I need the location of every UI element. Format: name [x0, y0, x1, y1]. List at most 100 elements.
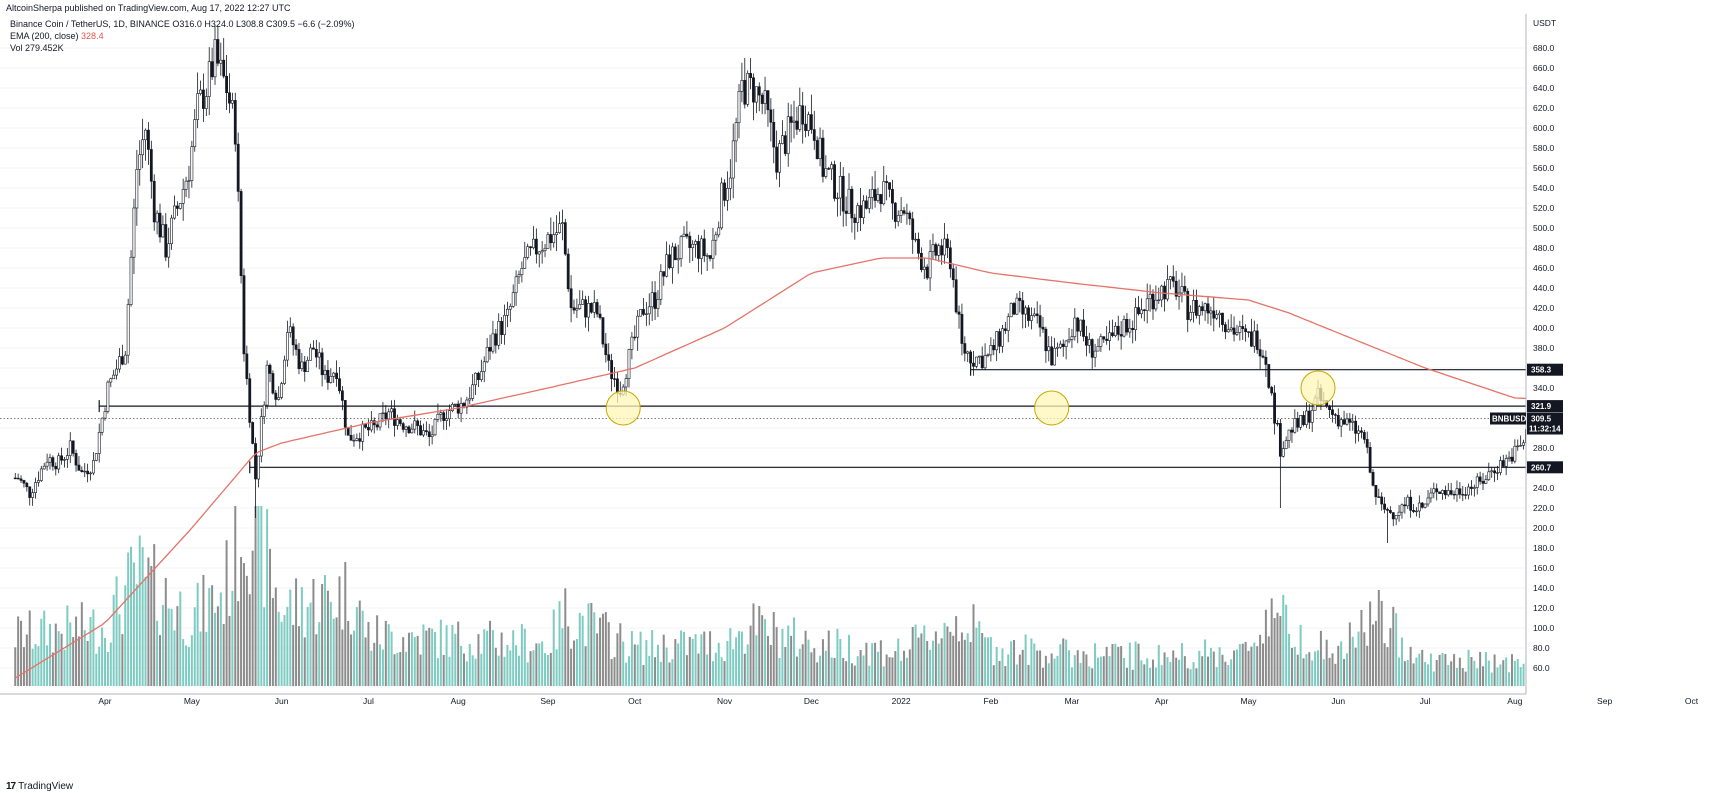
volume-bar — [581, 615, 584, 686]
volume-bar — [306, 606, 309, 686]
volume-bar — [477, 634, 480, 686]
candle — [149, 140, 153, 199]
candle — [456, 400, 460, 419]
candle — [584, 295, 587, 328]
volume-bar — [367, 621, 370, 686]
highlight-circle[interactable] — [605, 390, 641, 426]
time-tick-label: Jul — [1420, 696, 1431, 706]
candle — [1449, 482, 1453, 496]
candle — [642, 297, 645, 316]
volume-bar — [578, 612, 581, 686]
tradingview-brand[interactable]: 17 TradingView — [6, 781, 73, 792]
volume-bar — [587, 603, 590, 686]
volume-bar — [659, 661, 662, 686]
volume-bar — [790, 635, 793, 686]
highlight-circle[interactable] — [1300, 370, 1336, 406]
volume-bar — [1464, 671, 1467, 686]
candle — [317, 342, 321, 370]
candle — [210, 47, 214, 80]
candle — [19, 475, 23, 483]
volume-bar — [95, 653, 98, 686]
volume-bars — [14, 506, 1563, 686]
volume-bar — [1386, 647, 1389, 686]
candle — [754, 86, 758, 114]
candle — [1226, 319, 1230, 333]
volume-bar — [616, 633, 619, 686]
volume-bar — [972, 604, 975, 686]
volume-bar — [1180, 643, 1183, 686]
candle — [1296, 411, 1300, 432]
volume-bar — [335, 617, 338, 686]
candle — [659, 264, 663, 306]
candle — [1058, 340, 1062, 349]
volume-bar — [723, 661, 726, 686]
volume-bar — [468, 643, 471, 686]
volume-value: 279.452K — [25, 43, 64, 53]
candle — [326, 360, 330, 390]
candle — [482, 356, 486, 383]
time-tick-label: Jun — [275, 696, 289, 706]
candle — [879, 193, 883, 213]
volume-bar — [109, 642, 112, 686]
candle — [772, 108, 776, 164]
volume-bar — [960, 632, 963, 686]
volume-bar — [709, 631, 712, 686]
volume-bar — [92, 609, 95, 686]
volume-bar — [410, 632, 413, 686]
candle — [175, 201, 179, 217]
volume-bar — [1264, 609, 1267, 686]
volume-bar — [688, 636, 691, 686]
candle — [1406, 494, 1410, 510]
price-tags: 358.3 321.9 260.7 BNBUSDT 309.511:32:14 — [1490, 363, 1563, 474]
volume-bar — [1259, 634, 1262, 686]
candle — [1365, 431, 1369, 454]
volume-bar — [187, 646, 190, 686]
volume-bar — [674, 639, 677, 686]
volume-bar — [862, 655, 865, 686]
candle — [833, 160, 836, 202]
volume-bar — [865, 642, 868, 686]
volume-bar — [729, 628, 732, 686]
volume-bar — [506, 644, 509, 686]
volume-bar — [332, 618, 335, 686]
candlesticks — [13, 24, 1563, 543]
volume-bar — [1123, 657, 1126, 686]
candle — [1189, 305, 1193, 322]
volume-bar — [462, 653, 465, 686]
volume-bar — [338, 576, 341, 686]
volume-bar — [1363, 632, 1366, 686]
ema-label: EMA (200, close) — [10, 31, 79, 41]
price-tick-label: 620.0 — [1533, 103, 1555, 113]
candle — [488, 334, 492, 360]
volume-bar — [859, 650, 862, 686]
volume-bar — [104, 637, 106, 686]
svg-text:309.5: 309.5 — [1531, 415, 1552, 424]
highlight-circle[interactable] — [1034, 390, 1070, 426]
volume-bar — [379, 644, 382, 686]
volume-bar — [680, 630, 683, 686]
candle — [1018, 290, 1022, 313]
candle — [285, 320, 289, 367]
volume-bar — [257, 506, 260, 686]
volume-bar — [897, 638, 900, 686]
candle — [572, 299, 576, 314]
volume-bar — [1250, 646, 1253, 686]
candle — [537, 251, 541, 268]
volume-bar — [321, 584, 324, 686]
candle — [1278, 419, 1282, 508]
candle — [882, 165, 886, 206]
volume-bar — [399, 652, 402, 686]
volume-bar — [72, 637, 75, 686]
volume-bar — [1409, 646, 1412, 686]
candle — [815, 136, 819, 160]
volume-bar — [1334, 663, 1337, 686]
candle — [1215, 309, 1219, 321]
candle — [1218, 310, 1221, 328]
candle — [749, 58, 752, 90]
candle — [453, 403, 457, 407]
candle — [763, 76, 767, 115]
candle — [925, 264, 929, 280]
volume-bar — [813, 648, 816, 686]
volume-bar — [752, 603, 755, 686]
